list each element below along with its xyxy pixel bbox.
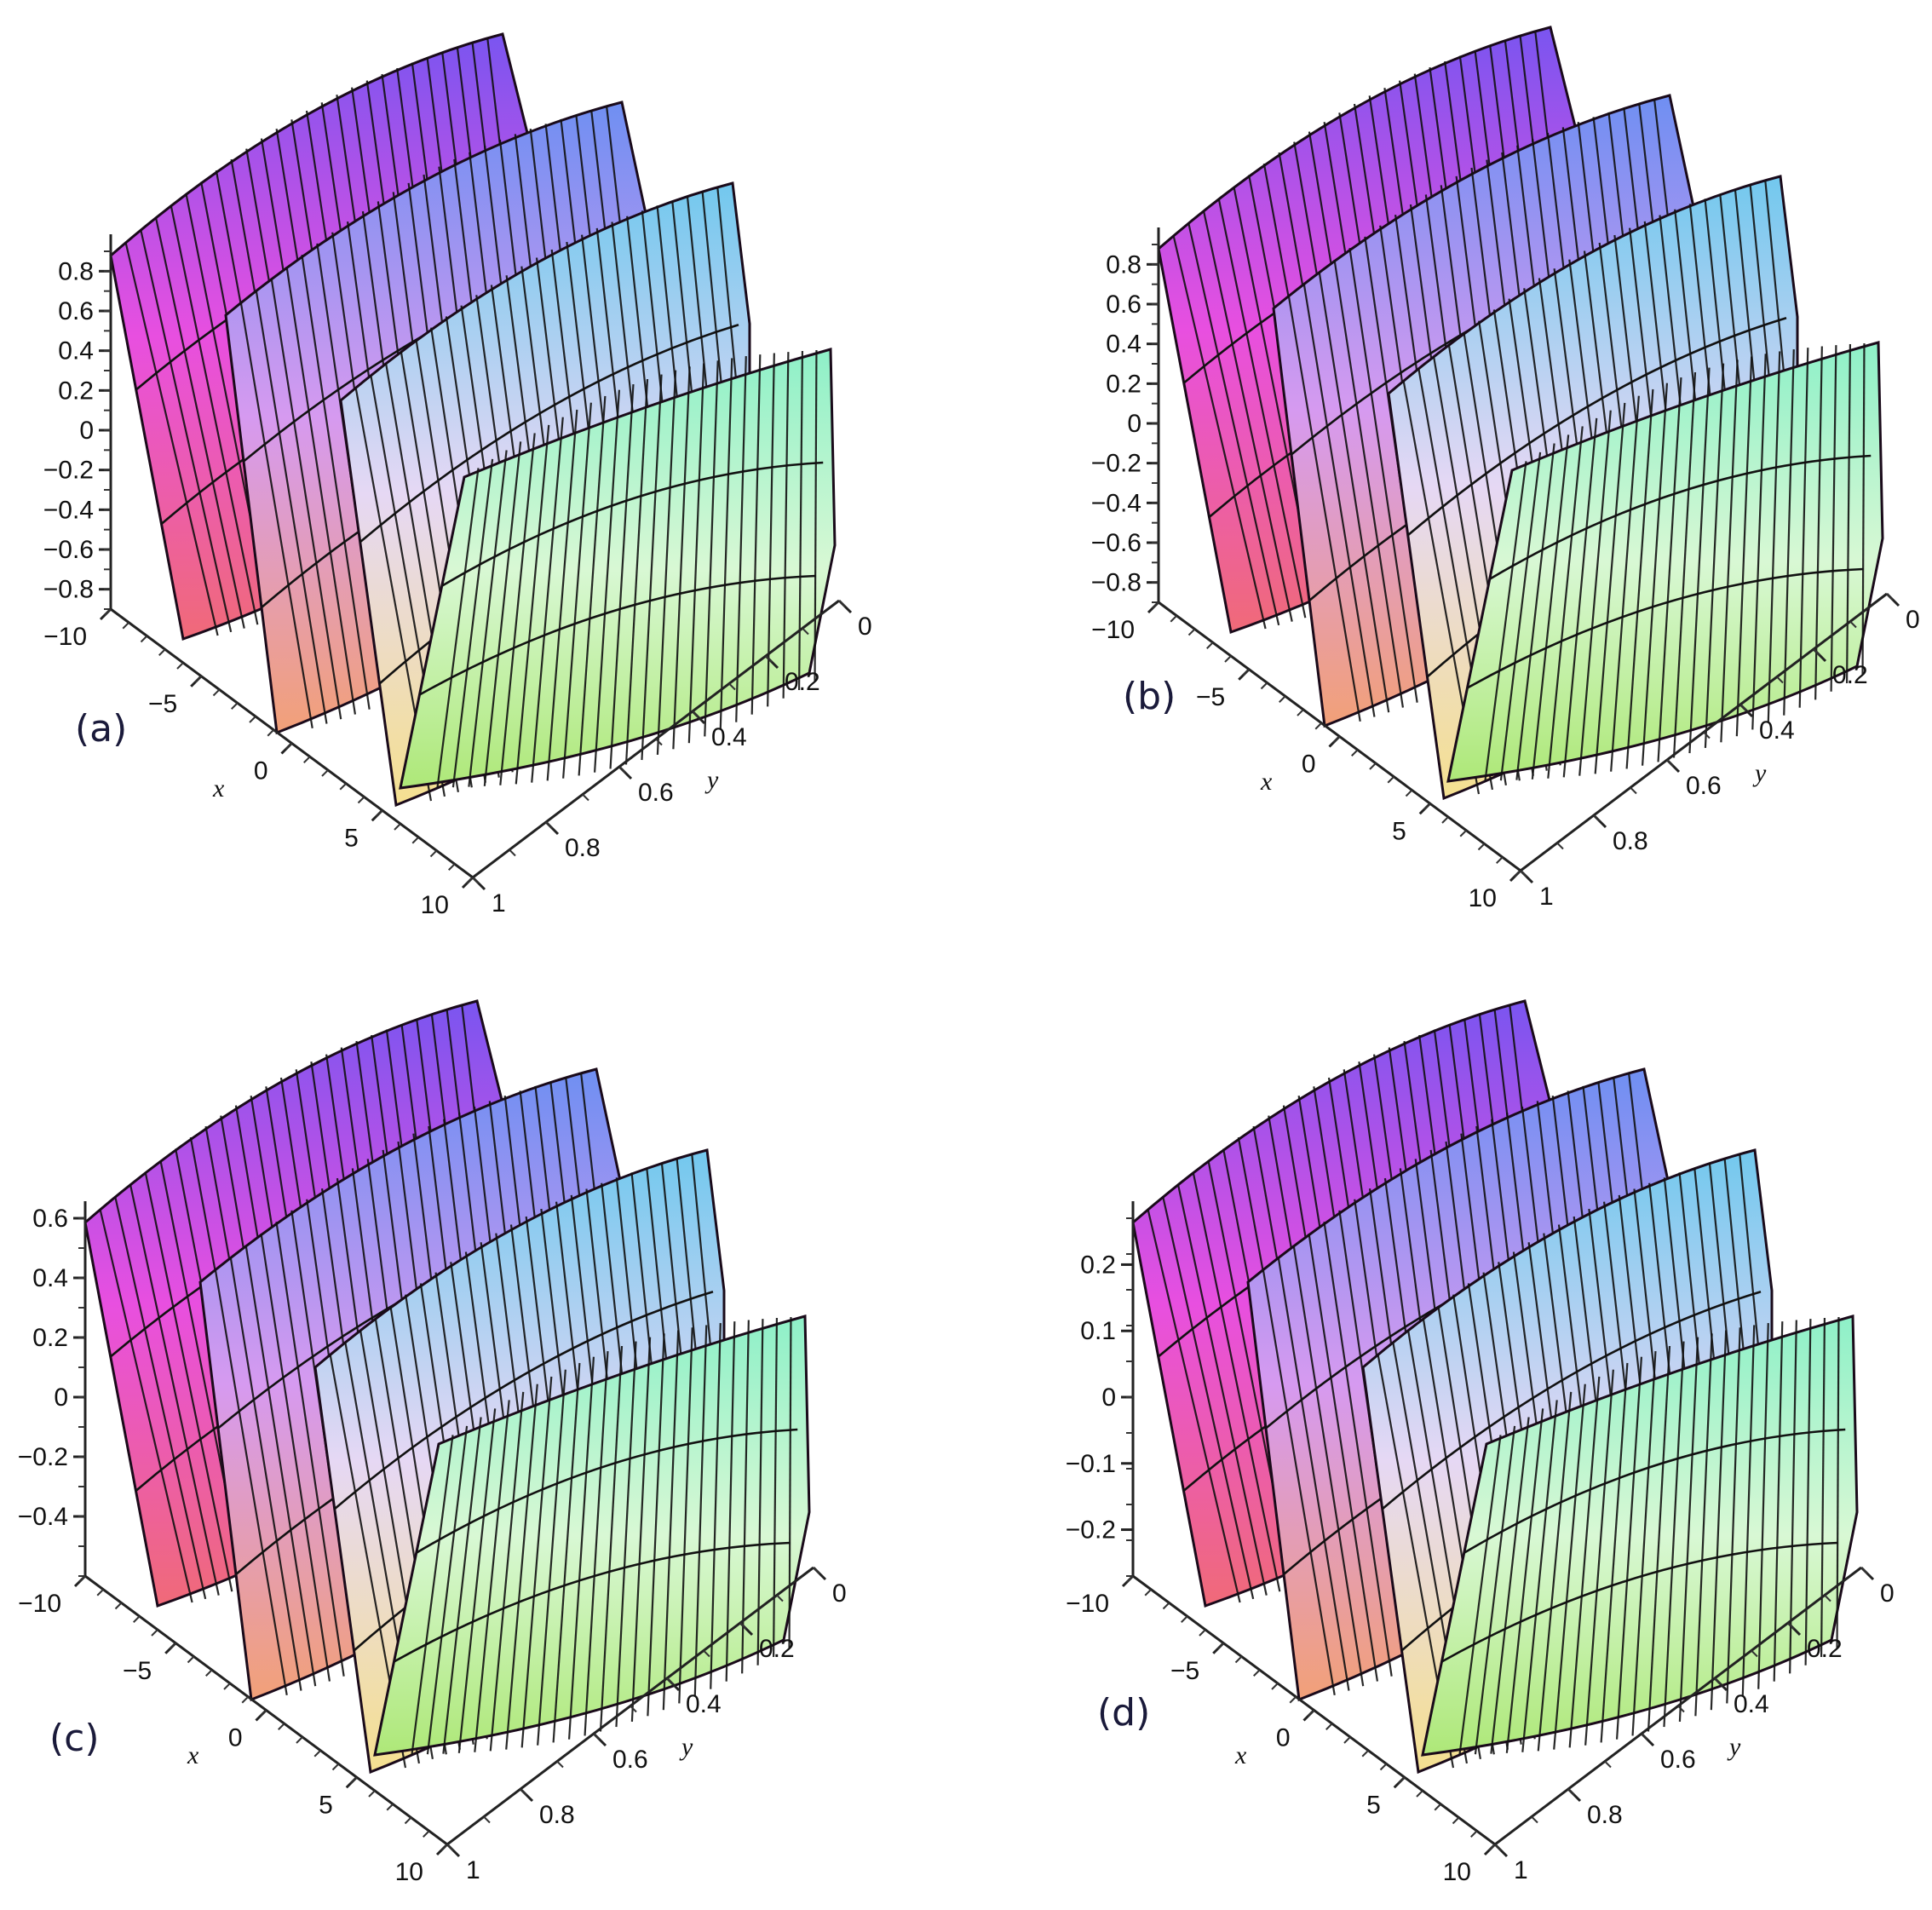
z-tick-label: 0.6 xyxy=(1106,291,1141,319)
z-tick-label: −0.2 xyxy=(1066,1516,1116,1545)
x-tick-label: 5 xyxy=(344,824,359,852)
z-tick-label: 0 xyxy=(79,417,94,445)
z-tick-label: 0.1 xyxy=(1080,1317,1116,1345)
plot-panel-a: 0.8 0.6 0.4 0.2 0 −0.2 −0.4 −0.6 −0.8 −10 −5 0 5 10 x 0… xyxy=(0,0,966,943)
y-tick-label: 0 xyxy=(832,1579,847,1608)
y-tick-label: 1 xyxy=(1514,1856,1528,1884)
z-tick-label: 0.8 xyxy=(58,257,94,285)
z-tick-label: −0.6 xyxy=(1091,529,1141,557)
surface-plot-b: 0.80.60.40.20−0.2−0.4−0.6−0.8−10−50510x0… xyxy=(1091,26,1920,912)
z-tick-label: 0.2 xyxy=(1080,1251,1116,1279)
x-tick-label: −10 xyxy=(1091,616,1135,644)
z-tick-label: −0.4 xyxy=(43,496,94,524)
z-tick-label: 0.2 xyxy=(58,377,94,405)
x-tick-label: 10 xyxy=(395,1858,423,1886)
surface-plot-a: 0.80.60.40.20−0.2−0.4−0.6−0.8−10−50510x0… xyxy=(43,32,872,919)
x-tick-label: 5 xyxy=(319,1791,333,1819)
x-tick-label: −10 xyxy=(43,623,87,651)
y-tick-label: 0.6 xyxy=(1686,772,1722,800)
z-tick-label: 0.4 xyxy=(1106,331,1141,359)
z-tick-label: 0 xyxy=(54,1384,68,1412)
surface-plot-d: 0.2 0.1 0 −0.1 −0.2 −10 −5 0 5 10 x 0 0.2 0.4 0.6 0.8 1 y xyxy=(1066,999,1895,1886)
y-tick-label: 0.6 xyxy=(1660,1746,1696,1774)
x-axis-label: x xyxy=(1234,1741,1247,1769)
y-tick-label: 0.8 xyxy=(539,1801,575,1829)
plot-panel-c: 0.6 0.4 0.2 0 −0.2 −0.4 −10 −5 0 5 10 x 0 0.2 0.4 0.6 0.… xyxy=(0,967,940,1910)
y-tick-label: 0.2 xyxy=(1807,1635,1843,1663)
z-tick-label: 0.6 xyxy=(58,297,94,325)
y-tick-label: 0.4 xyxy=(686,1690,722,1718)
x-axis-label: x xyxy=(1260,768,1273,796)
x-tick-label: 10 xyxy=(1443,1858,1471,1886)
x-axis-label: x xyxy=(187,1741,199,1769)
z-tick-label: −0.2 xyxy=(1091,450,1141,478)
x-tick-label: 10 xyxy=(1469,884,1497,912)
y-tick-label: 0 xyxy=(1880,1579,1895,1608)
z-tick-label: 0.8 xyxy=(1106,250,1141,279)
y-tick-label: 1 xyxy=(1539,883,1554,911)
y-tick-label: 1 xyxy=(492,889,506,918)
x-tick-label: −5 xyxy=(148,690,177,718)
y-tick-label: 0 xyxy=(858,613,872,641)
z-tick-label: −0.2 xyxy=(43,457,94,485)
y-tick-label: 0.6 xyxy=(612,1746,648,1774)
z-tick-label: 0.4 xyxy=(58,337,94,365)
panel-label-d: (d) xyxy=(1097,1691,1151,1735)
plot-panel-d: 0.2 0.1 0 −0.1 −0.2 −10 −5 0 5 10 x 0 0.2 0.4 0.6 0.8 1 y… xyxy=(1022,967,1932,1910)
x-tick-label: 0 xyxy=(1302,751,1316,779)
x-tick-label: 0 xyxy=(228,1724,243,1752)
y-tick-label: 1 xyxy=(466,1856,480,1884)
panel-label-b: (b) xyxy=(1123,675,1176,718)
panel-label-a: (a) xyxy=(75,707,128,751)
z-tick-label: −0.6 xyxy=(43,536,94,564)
surface-plot-c: 0.6 0.4 0.2 0 −0.2 −0.4 −10 −5 0 5 10 x 0 0.2 0.4 0.6 0.… xyxy=(18,999,847,1886)
x-tick-label: 0 xyxy=(1276,1724,1291,1752)
z-tick-label: 0.6 xyxy=(32,1205,68,1233)
z-tick-label: −0.2 xyxy=(18,1443,68,1471)
y-tick-label: 0.8 xyxy=(1613,827,1648,855)
z-tick-label: −0.8 xyxy=(43,576,94,604)
z-tick-label: 0 xyxy=(1101,1384,1116,1412)
y-tick-label: 0.8 xyxy=(565,834,601,862)
y-tick-label: 0.8 xyxy=(1587,1801,1623,1829)
plot-panel-b: 0.8 0.6 0.4 0.2 0 −0.2 −0.4 −0.6 −0.8 −10 −5 0 5 10 x 0… xyxy=(1048,0,1932,936)
x-tick-label: −5 xyxy=(123,1657,152,1685)
z-tick-label: −0.4 xyxy=(1091,489,1141,517)
y-tick-label: 0.4 xyxy=(1759,716,1795,745)
y-tick-label: 0.4 xyxy=(1734,1690,1769,1718)
x-tick-label: 5 xyxy=(1392,817,1406,845)
x-tick-label: 0 xyxy=(254,757,268,785)
z-tick-label: 0.2 xyxy=(32,1324,68,1352)
y-tick-label: 0.6 xyxy=(638,779,674,807)
z-tick-label: 0.4 xyxy=(32,1264,68,1292)
y-axis-label: y xyxy=(704,766,719,794)
y-axis-label: y xyxy=(1752,759,1767,787)
y-tick-label: 0.4 xyxy=(711,723,747,751)
x-tick-label: −5 xyxy=(1170,1657,1199,1685)
z-tick-label: 0 xyxy=(1127,410,1141,438)
x-tick-label: −10 xyxy=(1066,1590,1109,1618)
y-axis-label: y xyxy=(1727,1733,1741,1761)
z-tick-label: −0.1 xyxy=(1066,1450,1116,1478)
y-axis-label: y xyxy=(679,1733,693,1761)
x-axis-label: x xyxy=(212,774,225,803)
y-tick-label: 0.2 xyxy=(1832,661,1868,689)
x-tick-label: 10 xyxy=(421,891,449,919)
z-tick-label: −0.4 xyxy=(18,1503,68,1531)
z-tick-label: −0.8 xyxy=(1091,569,1141,597)
x-tick-label: 5 xyxy=(1366,1791,1381,1819)
x-tick-label: −5 xyxy=(1196,683,1225,711)
z-tick-label: 0.2 xyxy=(1106,370,1141,398)
x-tick-label: −10 xyxy=(18,1590,61,1618)
y-tick-label: 0 xyxy=(1906,606,1920,634)
panel-label-c: (c) xyxy=(49,1717,100,1760)
y-tick-label: 0.2 xyxy=(785,668,820,696)
y-tick-label: 0.2 xyxy=(759,1635,795,1663)
